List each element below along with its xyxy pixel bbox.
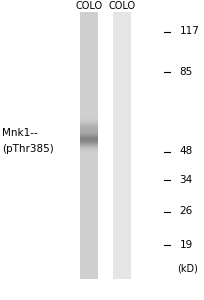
Text: 34: 34: [178, 175, 192, 185]
Text: (kD): (kD): [176, 263, 197, 274]
Text: (pThr385): (pThr385): [2, 143, 53, 154]
Text: 117: 117: [178, 26, 198, 37]
Text: Mnk1--: Mnk1--: [2, 128, 38, 139]
Text: COLO: COLO: [108, 2, 135, 11]
Text: 48: 48: [178, 146, 192, 157]
Text: 19: 19: [178, 239, 192, 250]
Text: COLO: COLO: [75, 2, 102, 11]
Text: 26: 26: [178, 206, 192, 217]
Text: 85: 85: [178, 67, 192, 77]
